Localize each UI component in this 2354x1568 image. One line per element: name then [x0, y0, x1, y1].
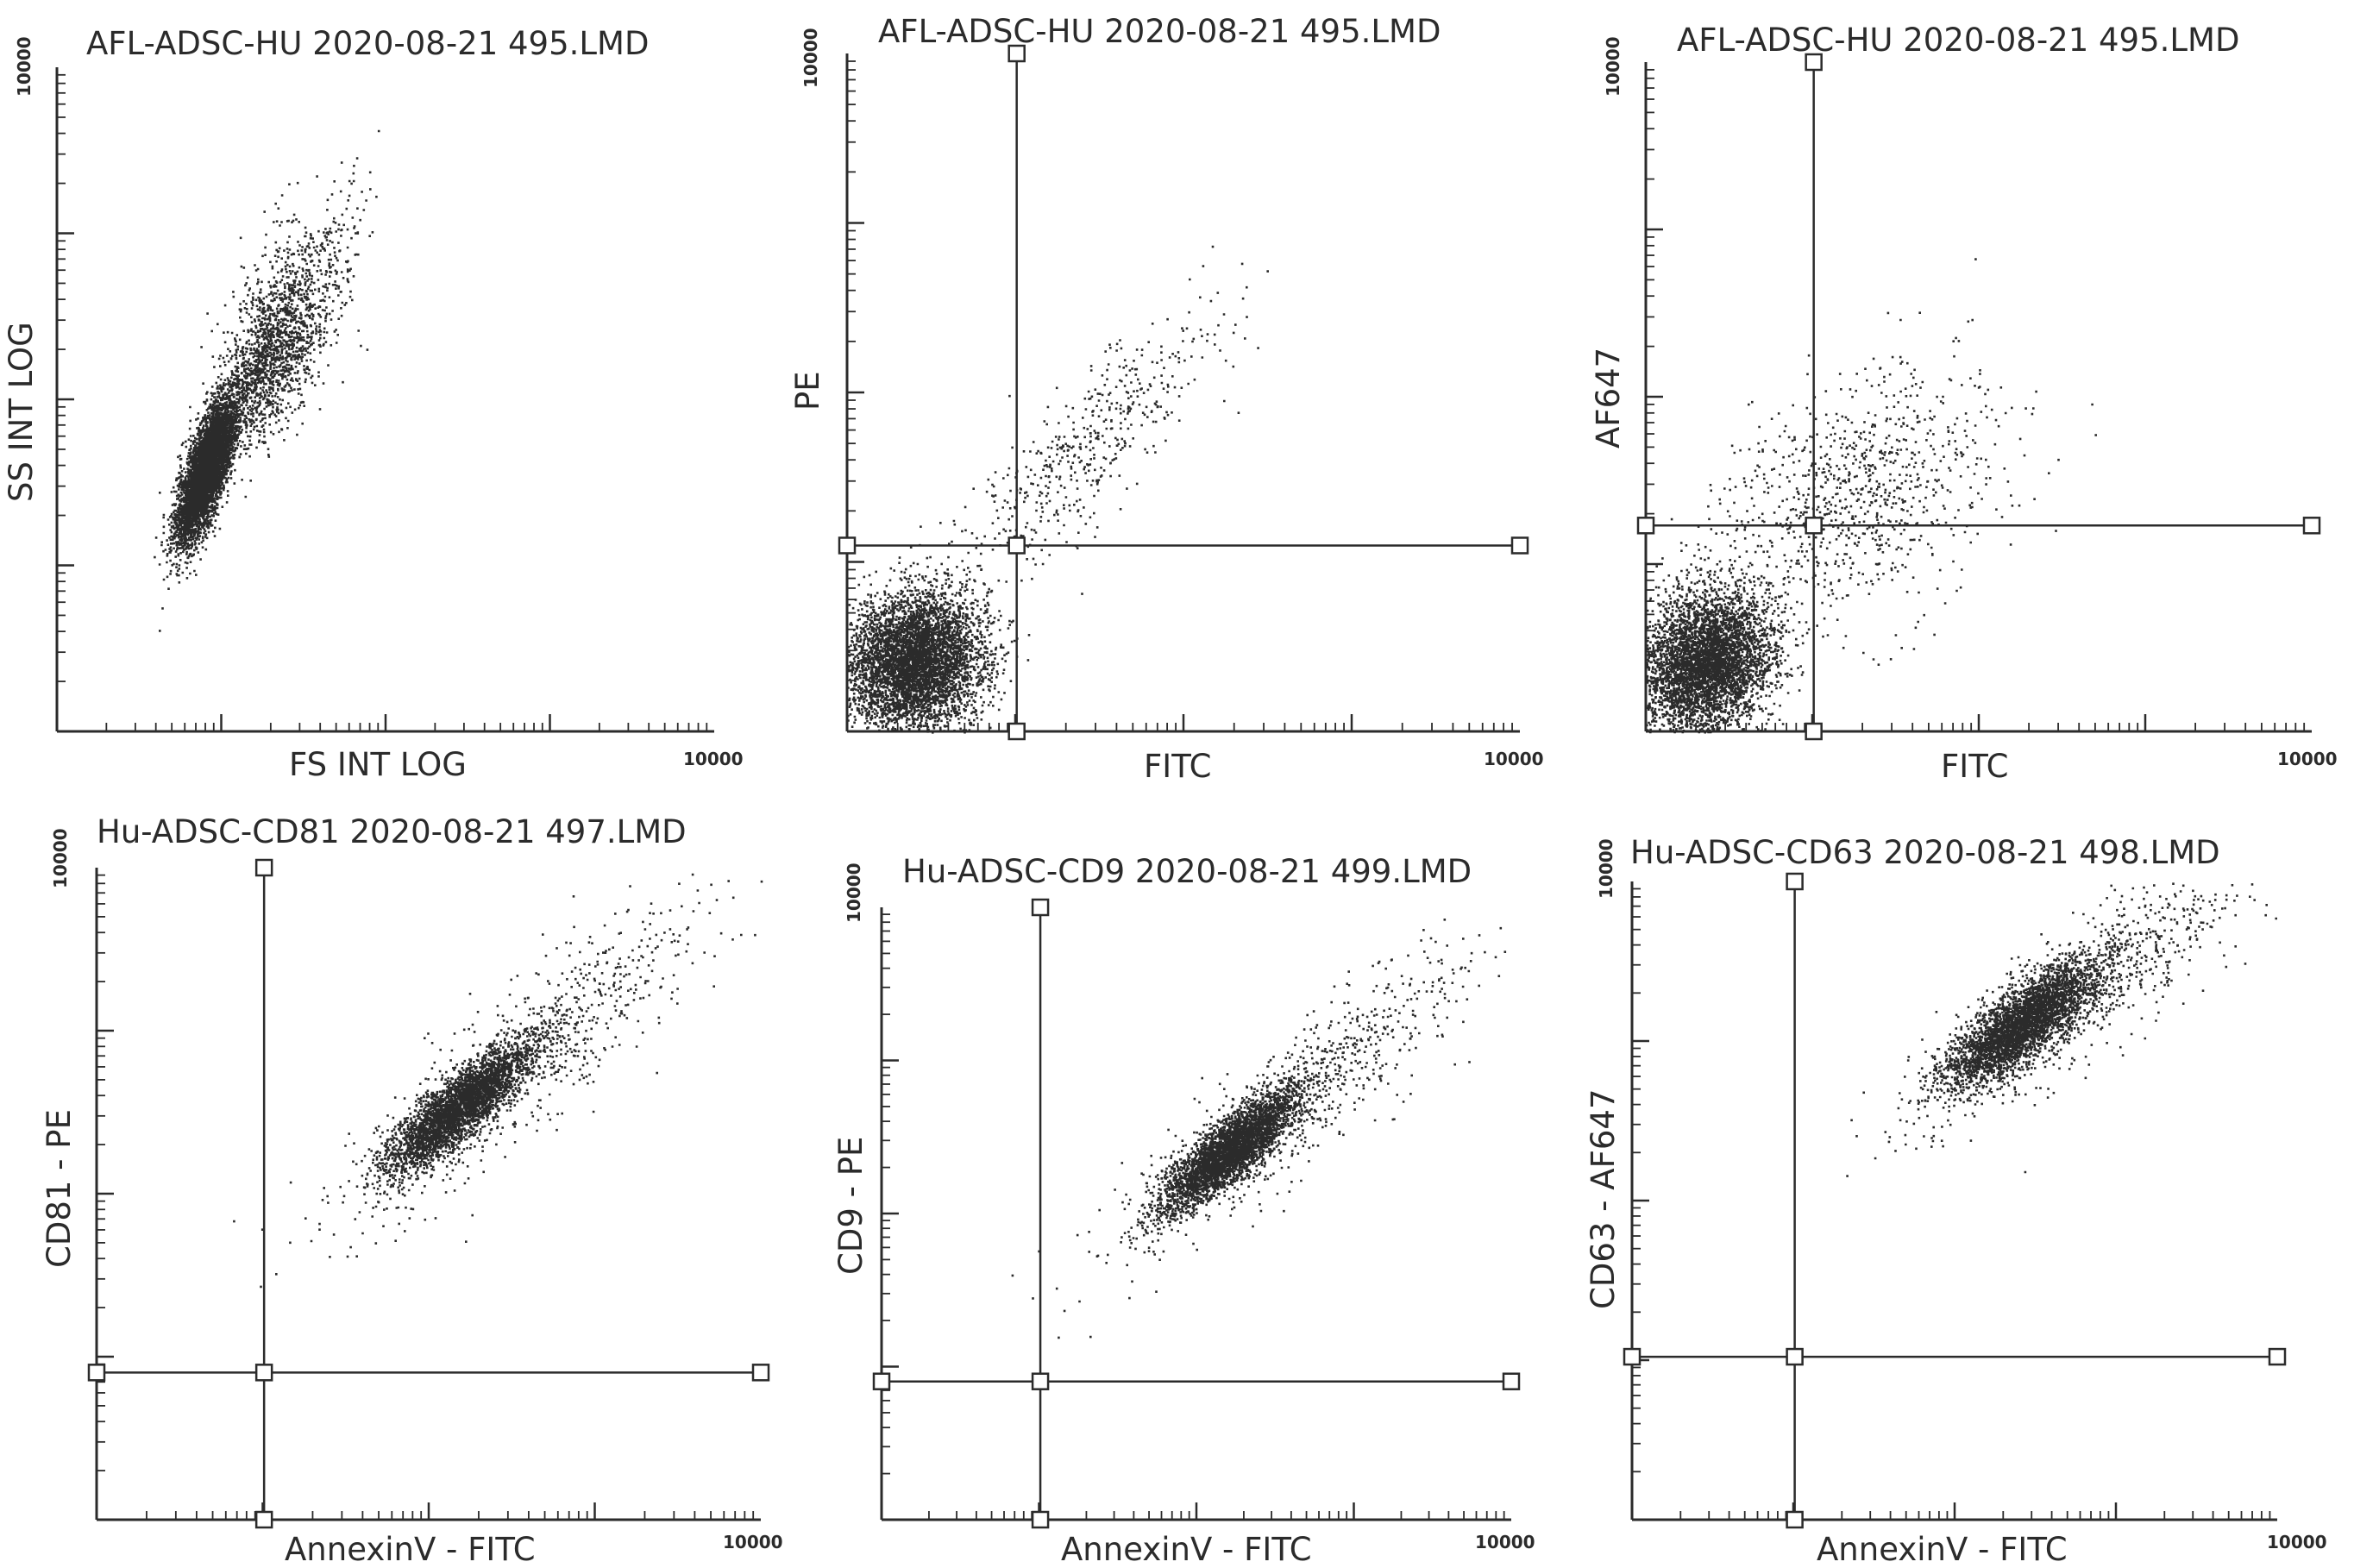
axes: [845, 53, 1520, 733]
scatter-plot: [1636, 53, 2321, 741]
gate-handle[interactable]: [254, 1510, 273, 1529]
gate-handle[interactable]: [1786, 1347, 1804, 1366]
plot-panel-2: AFL-ADSC-HU 2020-08-21 495.LMD 10000 PE …: [776, 0, 1561, 782]
gate-handle[interactable]: [1805, 722, 1823, 741]
y-axis-label: CD9 - PE: [832, 1136, 869, 1275]
gate-handle[interactable]: [2268, 1347, 2287, 1366]
plot-title: Hu-ADSC-CD81 2020-08-21 497.LMD: [97, 813, 687, 850]
y-axis-label: CD63 - AF647: [1585, 1088, 1622, 1310]
gate-handle[interactable]: [1031, 1372, 1050, 1390]
x-axis-label: AnnexinV - FITC: [285, 1531, 536, 1568]
scatter-plot: [1623, 872, 2287, 1529]
event-points: [154, 129, 380, 632]
y-axis-label: CD81 - PE: [41, 1109, 78, 1268]
y-axis-max-label: 10000: [50, 828, 71, 888]
quadrant-gate[interactable]: [87, 858, 770, 1529]
x-axis-max-label: 10000: [1475, 1532, 1535, 1552]
gate-handle[interactable]: [254, 858, 273, 877]
x-axis-max-label: 10000: [2267, 1532, 2327, 1552]
x-axis-label: FITC: [1144, 748, 1212, 785]
gate-handle[interactable]: [751, 1364, 770, 1382]
x-axis-max-label: 10000: [2277, 749, 2338, 769]
x-axis-max-label: 10000: [1484, 749, 1544, 769]
plot-panel-3: AFL-ADSC-HU 2020-08-21 495.LMD 10000 AF6…: [1579, 0, 2354, 782]
plot-title: AFL-ADSC-HU 2020-08-21 495.LMD: [1677, 22, 2240, 59]
gate-handle[interactable]: [1786, 1510, 1804, 1529]
x-axis-label: AnnexinV - FITC: [1061, 1531, 1312, 1568]
scatter-plot: [87, 858, 770, 1529]
scatter-plot: [55, 67, 714, 733]
gate-handle[interactable]: [1805, 53, 1823, 72]
plot-panel-4: Hu-ADSC-CD81 2020-08-21 497.LMD 10000 CD…: [0, 785, 794, 1565]
y-axis-label: SS INT LOG: [3, 322, 40, 502]
x-axis-label: FS INT LOG: [289, 746, 467, 783]
event-points: [847, 245, 1269, 734]
y-axis-max-label: 10000: [1603, 36, 1623, 97]
x-axis-label: AnnexinV - FITC: [1817, 1531, 2068, 1568]
gate-handle[interactable]: [1008, 44, 1026, 63]
y-axis-label: PE: [789, 371, 826, 411]
gate-handle[interactable]: [838, 536, 857, 555]
event-points: [1646, 258, 2097, 734]
plot-panel-5: Hu-ADSC-CD9 2020-08-21 499.LMD 10000 CD9…: [794, 785, 1544, 1565]
gate-handle[interactable]: [1510, 536, 1529, 555]
x-axis-max-label: 10000: [723, 1532, 783, 1552]
plot-title: AFL-ADSC-HU 2020-08-21 495.LMD: [878, 13, 1441, 50]
event-points: [233, 873, 763, 1289]
gate-handle[interactable]: [1805, 517, 1823, 535]
quadrant-gate[interactable]: [838, 44, 1529, 741]
plot-title: Hu-ADSC-CD63 2020-08-21 498.LMD: [1630, 834, 2220, 871]
scatter-plot: [838, 44, 1529, 741]
y-axis-label: AF647: [1590, 347, 1627, 448]
plot-panel-1: AFL-ADSC-HU 2020-08-21 495.LMD 10000 SS …: [0, 0, 776, 781]
gate-handle[interactable]: [1008, 536, 1026, 555]
axes: [55, 67, 714, 733]
plot-title: AFL-ADSC-HU 2020-08-21 495.LMD: [86, 25, 650, 62]
quadrant-gate[interactable]: [1636, 53, 2321, 741]
quadrant-gate[interactable]: [1623, 872, 2287, 1529]
axes: [1644, 62, 2312, 733]
event-points: [1011, 919, 1507, 1339]
gate-handle[interactable]: [1636, 517, 1655, 535]
gate-handle[interactable]: [872, 1372, 891, 1390]
gate-handle[interactable]: [1031, 898, 1050, 917]
scatter-plot: [872, 898, 1521, 1529]
gate-handle[interactable]: [1502, 1372, 1521, 1390]
quadrant-gate[interactable]: [872, 898, 1521, 1529]
plot-title: Hu-ADSC-CD9 2020-08-21 499.LMD: [902, 853, 1472, 890]
gate-handle[interactable]: [1623, 1347, 1642, 1366]
axes: [95, 868, 761, 1521]
x-axis-label: FITC: [1941, 748, 2009, 785]
plot-panel-6: Hu-ADSC-CD63 2020-08-21 498.LMD 10000 CD…: [1561, 785, 2354, 1565]
gate-handle[interactable]: [87, 1364, 106, 1382]
y-axis-max-label: 10000: [844, 862, 864, 923]
x-axis-max-label: 10000: [683, 749, 744, 769]
gate-handle[interactable]: [254, 1364, 273, 1382]
event-points: [1846, 882, 2277, 1177]
gate-handle[interactable]: [1008, 722, 1026, 741]
y-axis-max-label: 10000: [800, 28, 821, 88]
gate-handle[interactable]: [2302, 517, 2321, 535]
gate-handle[interactable]: [1786, 872, 1804, 891]
y-axis-max-label: 10000: [14, 36, 35, 97]
y-axis-max-label: 10000: [1596, 838, 1616, 899]
axes: [1630, 881, 2277, 1521]
gate-handle[interactable]: [1031, 1510, 1050, 1529]
